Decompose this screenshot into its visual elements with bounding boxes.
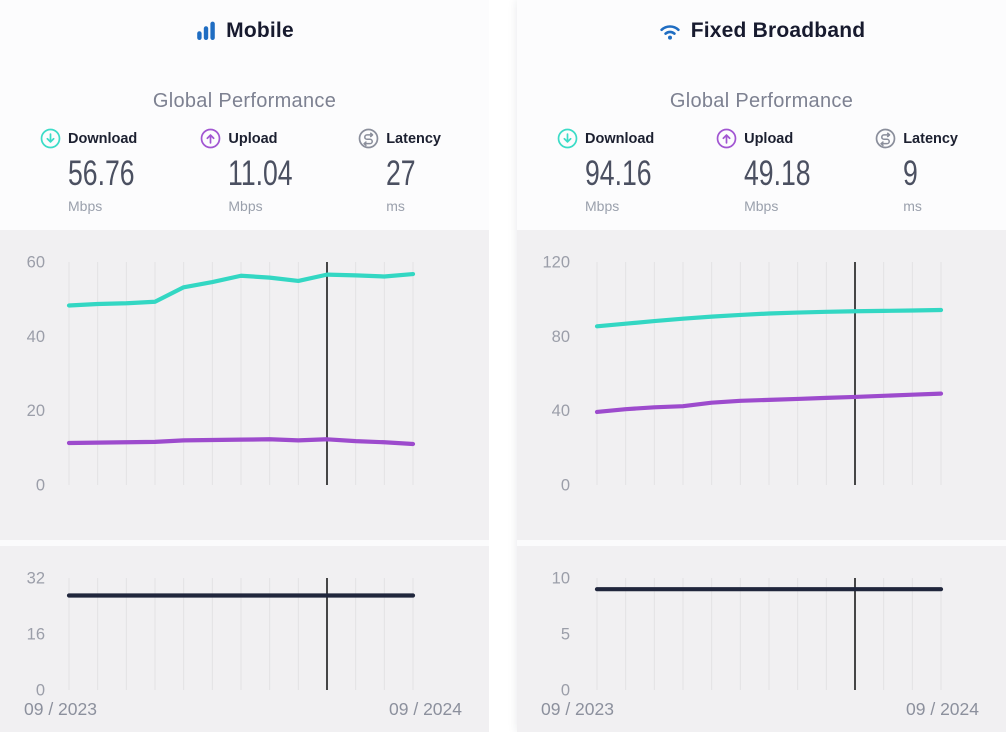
fixed-panel-header: Fixed Broadband Global Performance Downl… bbox=[517, 0, 1006, 230]
y-tick-label: 0 bbox=[561, 477, 570, 495]
fixed-speed-chart[interactable]: 120 80 40 0 bbox=[517, 230, 1006, 540]
panel-title: Mobile bbox=[226, 19, 294, 42]
stat-upload: Upload 11.04 Mbps bbox=[200, 128, 313, 214]
series-upload-line bbox=[594, 391, 944, 415]
global-performance-heading: Global Performance bbox=[152, 90, 337, 112]
x-axis-start-label: 09 / 2023 bbox=[24, 699, 97, 719]
latency-unit: ms bbox=[386, 198, 405, 214]
y-tick-label: 40 bbox=[552, 402, 570, 420]
x-axis-end-label: 09 / 2024 bbox=[906, 699, 979, 719]
series-download-line bbox=[66, 271, 416, 308]
mobile-panel-header: Mobile Global Performance Download 56 bbox=[0, 0, 489, 230]
stat-label: Upload bbox=[228, 130, 278, 147]
stat-label: Download bbox=[585, 130, 655, 147]
mobile-bars-icon bbox=[195, 20, 217, 42]
chart-divider bbox=[0, 540, 489, 546]
fixed-stats-row: Download 94.16 Mbps Upload bbox=[517, 113, 1006, 214]
download-unit: Mbps bbox=[585, 198, 620, 214]
fixed-title-row: Fixed Broadband bbox=[517, 16, 1006, 46]
latency-value: 27 bbox=[386, 154, 416, 193]
download-value: 56.76 bbox=[68, 154, 135, 193]
mobile-latency-chart[interactable]: 32 16 0 bbox=[0, 546, 489, 700]
y-tick-label: 80 bbox=[552, 328, 570, 346]
stat-download: Download 56.76 Mbps bbox=[40, 128, 156, 214]
mobile-x-axis-labels: 09 / 2023 09 / 2024 bbox=[0, 696, 489, 732]
stat-latency: Latency 27 ms bbox=[358, 128, 441, 214]
y-tick-label: 20 bbox=[27, 402, 45, 420]
y-tick-label: 0 bbox=[36, 477, 45, 495]
stat-upload: Upload 49.18 Mbps bbox=[716, 128, 832, 214]
upload-arrow-icon bbox=[200, 128, 221, 149]
y-tick-label: 32 bbox=[27, 570, 45, 588]
series-upload-line bbox=[66, 437, 416, 447]
stat-label: Download bbox=[68, 130, 138, 147]
y-tick-label: 5 bbox=[561, 626, 570, 644]
stat-label: Upload bbox=[744, 130, 794, 147]
mobile-panel: Mobile Global Performance Download 56 bbox=[0, 0, 489, 732]
latency-icon bbox=[875, 128, 896, 149]
x-axis-start-label: 09 / 2023 bbox=[541, 699, 614, 719]
stat-label: Latency bbox=[386, 130, 441, 147]
stat-label: Latency bbox=[903, 130, 958, 147]
fixed-latency-chart[interactable]: 10 5 0 bbox=[517, 546, 1006, 700]
y-tick-label: 60 bbox=[27, 254, 45, 272]
upload-unit: Mbps bbox=[744, 198, 779, 214]
upload-arrow-icon bbox=[716, 128, 737, 149]
download-arrow-icon bbox=[557, 128, 578, 149]
latency-unit: ms bbox=[903, 198, 922, 214]
y-tick-label: 40 bbox=[27, 328, 45, 346]
y-tick-label: 0 bbox=[36, 682, 45, 700]
download-value: 94.16 bbox=[585, 154, 652, 193]
stat-latency: Latency 9 ms bbox=[875, 128, 958, 214]
upload-value: 49.18 bbox=[744, 154, 811, 193]
mobile-title-row: Mobile bbox=[0, 16, 489, 46]
y-tick-label: 0 bbox=[561, 682, 570, 700]
latency-icon bbox=[358, 128, 379, 149]
global-performance-heading: Global Performance bbox=[669, 90, 854, 112]
fixed-x-axis-labels: 09 / 2023 09 / 2024 bbox=[517, 696, 1006, 732]
panel-gutter bbox=[489, 0, 517, 732]
y-tick-label: 10 bbox=[552, 570, 570, 588]
series-download-line bbox=[594, 307, 944, 329]
mobile-stats-row: Download 56.76 Mbps Upload bbox=[0, 113, 489, 214]
wifi-icon bbox=[658, 22, 682, 41]
mobile-charts-section: 60 40 20 0 32 16 0 09 / 2023 09 / 2024 bbox=[0, 230, 489, 732]
x-axis-end-label: 09 / 2024 bbox=[389, 699, 462, 719]
download-arrow-icon bbox=[40, 128, 61, 149]
upload-value: 11.04 bbox=[228, 154, 293, 193]
stat-download: Download 94.16 Mbps bbox=[557, 128, 673, 214]
fixed-charts-section: 120 80 40 0 10 5 0 09 / 2023 09 / 2024 bbox=[517, 230, 1006, 732]
y-tick-label: 16 bbox=[27, 626, 45, 644]
y-tick-label: 120 bbox=[542, 254, 570, 272]
panel-title: Fixed Broadband bbox=[690, 19, 866, 42]
latency-value: 9 bbox=[903, 154, 918, 193]
mobile-speed-chart[interactable]: 60 40 20 0 bbox=[0, 230, 489, 540]
chart-divider bbox=[517, 540, 1006, 546]
download-unit: Mbps bbox=[68, 198, 103, 214]
fixed-broadband-panel: Fixed Broadband Global Performance Downl… bbox=[517, 0, 1006, 732]
upload-unit: Mbps bbox=[228, 198, 263, 214]
